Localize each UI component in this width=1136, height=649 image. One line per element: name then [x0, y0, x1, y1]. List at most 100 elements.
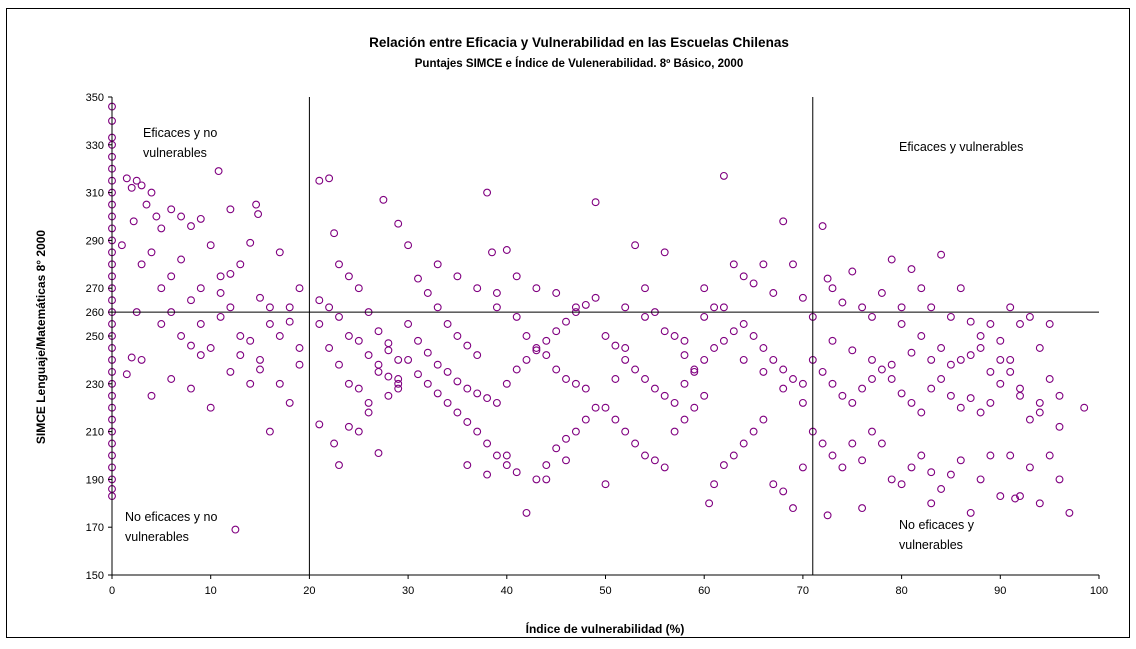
data-point: [917, 332, 926, 340]
data-point: [552, 289, 561, 297]
x-tick-label: 70: [797, 585, 809, 597]
data-point: [818, 222, 827, 231]
data-point: [621, 355, 630, 364]
data-point: [414, 274, 422, 283]
data-point: [858, 303, 867, 312]
data-point: [394, 355, 403, 364]
data-point: [641, 312, 649, 321]
data-point: [976, 408, 985, 417]
data-point: [492, 289, 501, 297]
data-point: [719, 461, 728, 470]
data-point: [463, 384, 472, 393]
data-point: [404, 320, 413, 328]
data-point: [848, 439, 857, 448]
data-point: [1045, 451, 1054, 460]
data-point: [897, 303, 906, 312]
data-point: [937, 485, 946, 493]
data-point: [483, 394, 492, 403]
data-point: [621, 303, 630, 312]
data-point: [562, 434, 570, 443]
data-point: [226, 269, 235, 278]
data-point: [404, 241, 413, 250]
data-point: [147, 391, 156, 400]
data-point: [779, 384, 788, 393]
data-point: [1025, 415, 1034, 424]
data-point: [246, 336, 255, 345]
x-tick-label: 40: [501, 585, 513, 597]
data-point: [344, 379, 353, 388]
data-point: [394, 219, 403, 228]
data-point: [512, 312, 521, 321]
data-point: [502, 451, 511, 460]
data-point: [907, 265, 916, 274]
y-tick-label: 330: [86, 140, 104, 152]
data-point: [423, 289, 432, 297]
data-point: [897, 389, 906, 398]
data-point: [453, 377, 462, 386]
data-point: [719, 171, 728, 180]
data-point: [187, 384, 195, 393]
data-point: [1011, 494, 1020, 503]
y-tick-label: 210: [86, 427, 104, 439]
x-tick-label: 60: [698, 585, 710, 597]
data-point: [226, 367, 235, 376]
data-point: [473, 284, 482, 293]
data-point: [937, 344, 946, 352]
data-point: [492, 398, 501, 407]
data-point: [601, 332, 610, 340]
data-point: [798, 463, 807, 472]
data-point: [749, 332, 758, 340]
data-point: [246, 238, 255, 247]
data-point: [739, 272, 748, 281]
y-tick-label: 250: [86, 331, 104, 343]
data-point: [739, 320, 748, 328]
data-point: [571, 303, 580, 312]
data-point: [414, 336, 422, 345]
data-point: [542, 336, 551, 345]
data-point: [295, 360, 304, 369]
data-point: [769, 480, 778, 489]
data-point: [887, 375, 896, 383]
data-point: [236, 332, 245, 340]
data-point: [177, 212, 186, 221]
data-point: [127, 183, 136, 192]
data-point: [330, 229, 339, 238]
data-point: [917, 284, 926, 293]
data-point: [384, 346, 393, 355]
data-point: [611, 341, 620, 350]
quadrant-label-top-right-line1: Eficaces y vulnerables: [899, 140, 1023, 154]
data-point: [828, 451, 837, 460]
data-point: [798, 398, 807, 407]
data-point: [670, 332, 679, 340]
x-tick-label: 100: [1090, 585, 1108, 597]
data-point: [374, 360, 383, 369]
y-tick-label: 290: [86, 235, 104, 247]
data-point: [946, 312, 955, 321]
data-point: [1045, 375, 1054, 383]
data-point: [641, 375, 649, 383]
data-point: [295, 284, 304, 293]
data-point: [196, 320, 205, 328]
data-point: [394, 379, 403, 388]
data-point: [729, 260, 738, 269]
data-point: [611, 415, 620, 424]
data-point: [1016, 391, 1024, 400]
data-point: [344, 422, 353, 431]
data-point: [1016, 492, 1024, 501]
data-point: [552, 365, 561, 374]
quadrant-label-bottom-left: No eficaces y no vulnerables: [125, 510, 217, 544]
data-point: [152, 212, 161, 221]
data-point: [423, 379, 432, 388]
x-tick-label: 10: [205, 585, 217, 597]
quadrant-label-bottom-right: No eficaces y vulnerables: [899, 518, 975, 552]
data-point: [838, 298, 847, 307]
x-tick-label: 90: [994, 585, 1006, 597]
data-point: [581, 300, 590, 309]
data-point: [512, 272, 521, 281]
y-tick-label: 170: [86, 522, 104, 534]
data-point: [749, 427, 758, 436]
data-point: [1080, 403, 1089, 412]
data-point: [1016, 320, 1024, 328]
data-point: [789, 504, 797, 513]
data-point: [335, 461, 343, 470]
